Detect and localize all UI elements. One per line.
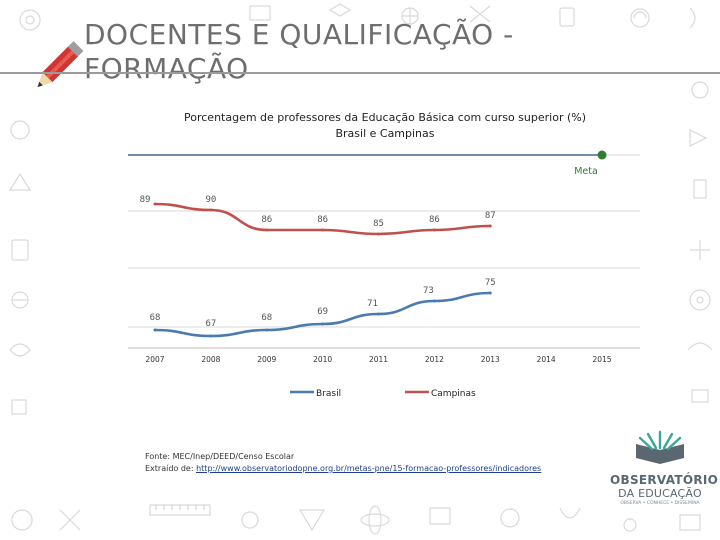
data-label-campinas: 85: [373, 219, 384, 229]
data-label-campinas: 86: [261, 215, 272, 225]
data-label-brasil: 68: [261, 313, 272, 323]
slide-title: DOCENTES E QUALIFICAÇÃO - FORMAÇÃO: [84, 18, 514, 85]
source-link[interactable]: http://www.observatoriodopne.org.br/meta…: [196, 464, 542, 473]
chart-subtitle: Brasil e Campinas: [335, 127, 434, 140]
logo-tagline: OBSERVA • CONHECE • DISSEMINA: [620, 501, 700, 506]
target-label: Meta: [574, 166, 598, 177]
data-label-campinas: 89: [140, 195, 151, 205]
legend-label-brasil: Brasil: [316, 389, 341, 399]
data-point-brasil: [321, 322, 325, 326]
data-label-campinas: 86: [317, 215, 328, 225]
x-tick-label: 2010: [313, 355, 332, 364]
extracted-prefix: Extraído de:: [145, 464, 197, 473]
source-note: Fonte: MEC/Inep/DEED/Censo Escolar Extra…: [145, 451, 541, 475]
data-label-campinas: 86: [429, 215, 440, 225]
title-divider: [0, 72, 720, 74]
data-point-campinas: [153, 202, 157, 206]
data-point-brasil: [488, 291, 492, 295]
data-point-campinas: [488, 224, 492, 228]
data-label-brasil: 69: [317, 307, 328, 317]
data-point-brasil: [209, 334, 213, 338]
chart-title: Porcentagem de professores da Educação B…: [184, 111, 586, 124]
data-point-brasil: [377, 312, 380, 316]
x-tick-label: 2015: [592, 355, 611, 364]
x-tick-label: 2011: [369, 355, 388, 364]
data-label-campinas: 87: [485, 211, 496, 221]
source-label: Fonte: MEC/Inep/DEED/Censo Escolar: [145, 452, 295, 461]
x-tick-label: 2007: [145, 355, 164, 364]
data-label-brasil: 73: [423, 286, 434, 296]
data-point-campinas: [209, 208, 213, 212]
data-point-brasil: [432, 299, 436, 303]
data-label-brasil: 75: [485, 278, 496, 288]
logo-name-line1: OBSERVATÓRIO: [610, 473, 719, 487]
x-tick-label: 2012: [425, 355, 444, 364]
x-tick-label: 2008: [201, 355, 220, 364]
data-label-brasil: 67: [205, 319, 216, 329]
data-point-brasil: [265, 328, 269, 332]
x-tick-label: 2013: [481, 355, 500, 364]
extracted-line: Extraído de: http://www.observatoriodopn…: [145, 463, 541, 475]
data-label-brasil: 71: [367, 299, 378, 309]
data-point-campinas: [432, 228, 436, 232]
open-book-icon: [636, 430, 684, 464]
data-point-campinas: [321, 228, 325, 232]
legend-label-campinas: Campinas: [431, 389, 476, 399]
data-point-brasil: [153, 328, 157, 332]
data-label-campinas: 90: [205, 195, 216, 205]
data-label-brasil: 68: [150, 313, 161, 323]
data-point-campinas: [377, 232, 380, 236]
logo-name-line2: DA EDUCAÇÃO: [618, 487, 702, 500]
target-marker: [597, 150, 607, 160]
x-tick-label: 2009: [257, 355, 276, 364]
observatorio-logo: OBSERVATÓRIO DA EDUCAÇÃO OBSERVA • CONHE…: [610, 430, 719, 510]
x-tick-label: 2014: [537, 355, 556, 364]
data-point-campinas: [265, 228, 269, 232]
